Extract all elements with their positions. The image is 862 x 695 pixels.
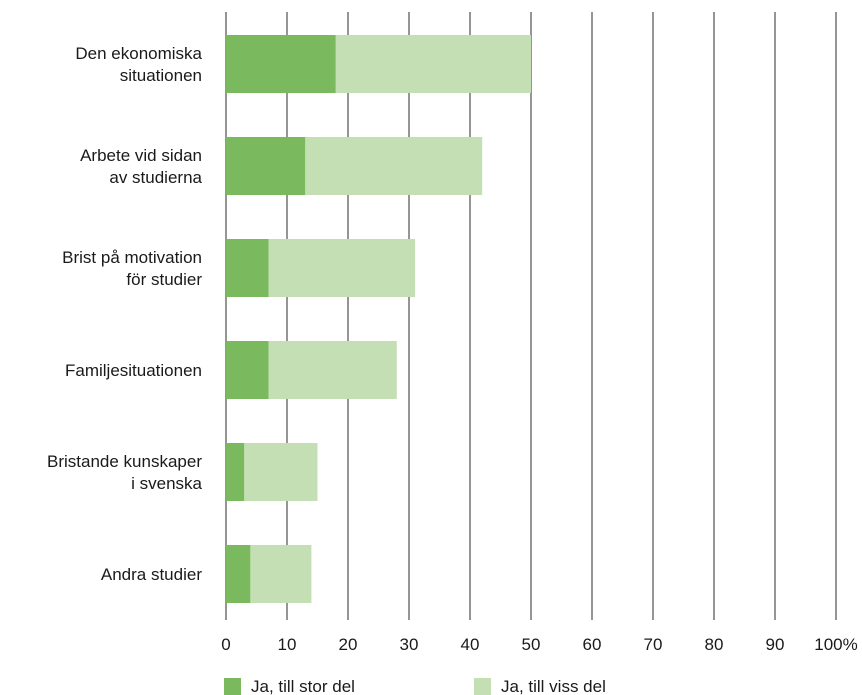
x-tick-label: 90 (766, 635, 785, 654)
bar-segment-viss-del (268, 239, 416, 297)
x-tick-label: 70 (644, 635, 663, 654)
bar-segment-viss-del (335, 35, 531, 93)
x-tick-label: 50 (522, 635, 541, 654)
bar-segment-stor-del (226, 443, 245, 501)
category-label: Brist på motivation för studier (62, 248, 202, 289)
gridlines (225, 12, 837, 620)
x-tick-label: 100% (814, 635, 857, 654)
category-label: Bristande kunskaper i svenska (47, 452, 203, 493)
bar-segment-stor-del (226, 35, 336, 93)
legend-swatch (474, 678, 491, 695)
x-tick-label: 0 (221, 635, 230, 654)
category-label: Familjesituationen (65, 361, 202, 380)
bar-segment-viss-del (244, 443, 318, 501)
bar-segment-stor-del (226, 137, 306, 195)
category-label: Andra studier (101, 565, 202, 584)
bar-segment-viss-del (305, 137, 483, 195)
legend-swatch (224, 678, 241, 695)
x-tick-label: 30 (400, 635, 419, 654)
category-label: Den ekonomiska situationen (75, 44, 202, 85)
legend: Ja, till stor del Ja, till viss del (224, 677, 606, 695)
x-tick-label: 80 (705, 635, 724, 654)
x-tick-label: 60 (583, 635, 602, 654)
bars (226, 35, 531, 603)
bar-segment-viss-del (250, 545, 312, 603)
bar-segment-viss-del (268, 341, 397, 399)
x-tick-label: 10 (278, 635, 297, 654)
x-tick-label: 40 (461, 635, 480, 654)
category-labels: Den ekonomiska situationen Arbete vid sida… (47, 44, 203, 584)
legend-label: Ja, till viss del (501, 677, 606, 695)
bar-segment-stor-del (226, 239, 269, 297)
bar-segment-stor-del (226, 545, 251, 603)
legend-label: Ja, till stor del (251, 677, 355, 695)
x-tick-labels: 0 10 20 30 40 50 60 70 80 90 100% (221, 635, 857, 654)
x-tick-label: 20 (339, 635, 358, 654)
category-label: Arbete vid sidan av studierna (80, 146, 202, 187)
bar-segment-stor-del (226, 341, 269, 399)
